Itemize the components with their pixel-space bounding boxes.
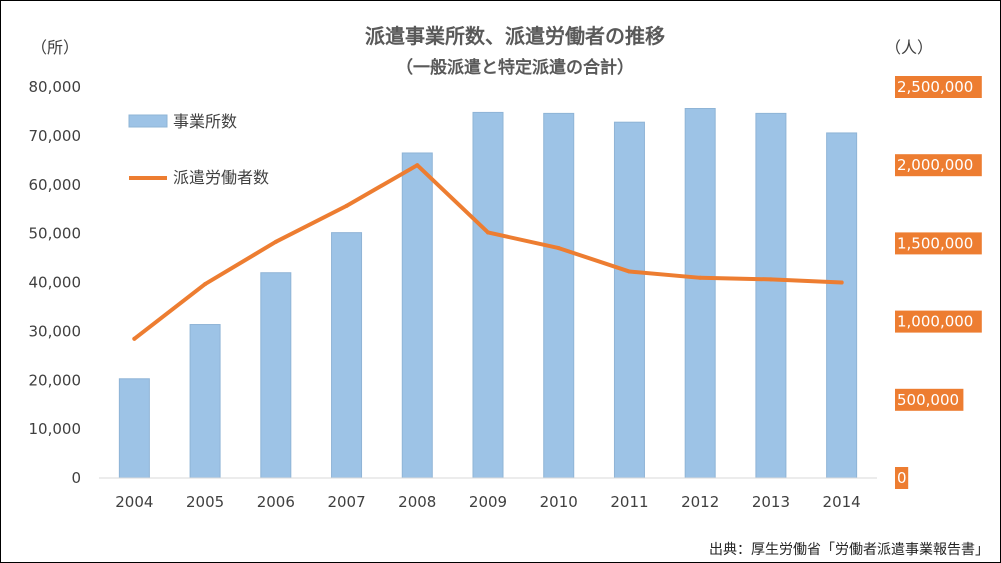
left-axis-tick-label: 80,000: [29, 78, 82, 96]
x-axis-tick-label: 2009: [469, 493, 507, 511]
line-point: [203, 282, 208, 287]
left-axis-tick-label: 10,000: [29, 420, 82, 438]
left-axis-tick-label: 50,000: [29, 225, 82, 243]
right-axis-ticks: 0 500,000 1,000,000 1,500,000 2,000,000 2,500…: [895, 76, 982, 489]
line-point: [273, 239, 278, 244]
line-point: [415, 163, 420, 168]
right-axis-tick-box: [895, 232, 982, 255]
left-axis-unit-label: （所）: [31, 38, 79, 57]
right-axis-tick-label: 1,000,000: [897, 313, 973, 331]
line-point: [344, 203, 349, 208]
right-axis-tick-box: [895, 310, 982, 333]
left-axis-tick-label: 0: [71, 469, 81, 487]
x-axis-labels: 2004 2005 2006 2007 2008 2009 2010 2011 2012 2013…: [115, 493, 860, 511]
x-axis-tick-label: 2014: [823, 493, 861, 511]
bar: [401, 152, 433, 479]
legend: 事業所数 派遣労働者数: [128, 112, 269, 187]
left-axis-tick-label: 40,000: [29, 274, 82, 292]
left-axis-tick-label: 20,000: [29, 371, 82, 389]
left-axis-tick-label: 70,000: [29, 127, 82, 145]
line-point: [556, 246, 561, 251]
line-point: [768, 277, 773, 282]
x-axis-tick-label: 2012: [681, 493, 719, 511]
left-axis-ticks: 0 10,000 20,000 30,000 40,000 50,000 60,000 70,…: [29, 78, 82, 487]
bar: [472, 111, 504, 479]
line-point: [698, 275, 703, 280]
legend-line-label: 派遣労働者数: [173, 168, 269, 187]
right-axis-tick-label: 2,500,000: [897, 78, 973, 96]
right-axis-tick-label: 2,000,000: [897, 156, 973, 174]
x-axis-tick-label: 2004: [115, 493, 153, 511]
chart-subtitle: （一般派遣と特定派遣の合計）: [396, 57, 634, 78]
left-axis-tick-label: 60,000: [29, 176, 82, 194]
right-axis-unit-label: （人）: [885, 38, 933, 57]
right-axis-tick-box: [895, 154, 982, 177]
bar: [543, 112, 575, 479]
legend-bar-swatch: [128, 114, 168, 128]
chart-title: 派遣事業所数、派遣労働者の推移: [365, 24, 665, 48]
x-axis-tick-label: 2011: [610, 493, 648, 511]
x-axis-tick-label: 2005: [186, 493, 224, 511]
right-axis-tick-label: 0: [897, 469, 907, 487]
bar: [118, 378, 150, 479]
x-axis-tick-label: 2006: [257, 493, 295, 511]
line-point: [486, 230, 490, 235]
line-point: [627, 269, 632, 274]
bar: [684, 108, 716, 479]
bar: [613, 121, 645, 479]
bar: [755, 112, 787, 479]
line-series: [132, 163, 844, 341]
x-axis-tick-label: 2008: [398, 493, 436, 511]
bar: [189, 324, 221, 479]
right-axis-tick-label: 1,500,000: [897, 234, 973, 252]
x-axis-tick-label: 2010: [540, 493, 578, 511]
legend-bar-label: 事業所数: [173, 112, 237, 131]
right-axis-tick-box: [895, 388, 964, 411]
right-axis-tick-box: [895, 467, 909, 489]
bar: [331, 232, 363, 479]
x-axis-tick-label: 2007: [327, 493, 365, 511]
left-axis-tick-label: 30,000: [29, 322, 82, 340]
x-axis-tick-label: 2013: [752, 493, 790, 511]
right-axis-tick-box: [895, 76, 982, 98]
bar-series: [118, 108, 858, 479]
line-point: [839, 280, 844, 285]
bar: [260, 272, 292, 479]
line-point: [132, 336, 137, 341]
right-axis-tick-label: 500,000: [897, 391, 959, 409]
source-note: 出典：厚生労働省「労働者派遣事業報告書」: [709, 542, 989, 558]
bar: [826, 132, 858, 479]
